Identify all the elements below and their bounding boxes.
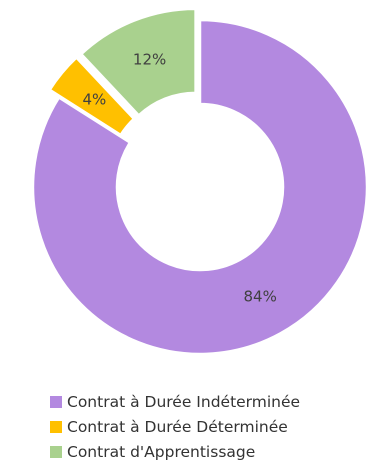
legend-item-cdd: Contrat à Durée Déterminée [50,414,387,439]
slice-label-cdd: 4% [83,91,107,109]
slice-group [31,7,369,356]
legend-item-apprentissage: Contrat d'Apprentissage [50,439,387,464]
legend-swatch-cdi [50,395,62,408]
legend-swatch-apprentissage [50,445,62,458]
doughnut-chart: 84% 4% 12% [31,7,369,356]
slice-cdd [48,56,136,137]
slice-label-apprentissage: 12% [133,51,166,69]
slice-apprentissage [80,7,197,117]
legend-label-apprentissage: Contrat d'Apprentissage [67,442,256,461]
legend-label-cdi: Contrat à Durée Indéterminée [67,392,301,411]
slice-label-cdi: 84% [244,288,277,306]
legend-label-cdd: Contrat à Durée Déterminée [67,417,288,436]
label-group: 84% 4% 12% [83,51,277,306]
legend: Contrat à Durée Indéterminée Contrat à D… [50,389,387,464]
legend-item-cdi: Contrat à Durée Indéterminée [50,389,387,414]
legend-swatch-cdd [50,420,62,433]
slice-cdi [31,18,369,356]
